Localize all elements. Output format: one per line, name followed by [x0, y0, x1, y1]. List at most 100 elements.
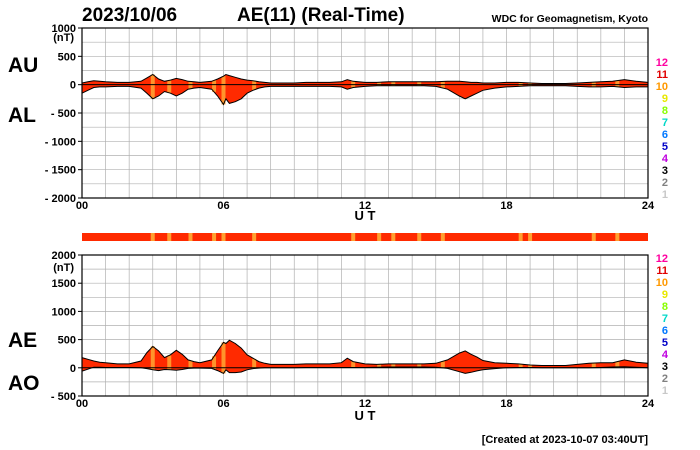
station-bar-mark	[391, 233, 396, 241]
station-bar-fill	[82, 233, 648, 241]
series-line-au	[81, 73, 649, 84]
station-status-bar	[82, 233, 648, 241]
y-tick-label: 1000	[52, 306, 76, 318]
series-label-au: AU	[8, 54, 38, 77]
y-tick-label: - 2000	[45, 193, 76, 205]
station-bar-mark	[440, 233, 445, 241]
station-count-label: 10	[656, 277, 668, 289]
x-tick-label: 24	[642, 200, 655, 212]
low-station-mark	[351, 361, 356, 368]
station-count-label: 12	[656, 57, 668, 69]
station-bar-mark	[591, 233, 596, 241]
low-station-mark	[377, 82, 382, 86]
x-tick-label: 00	[76, 200, 88, 212]
station-bar-mark	[167, 233, 172, 241]
low-station-mark	[528, 364, 533, 368]
series-line-al	[81, 85, 648, 106]
y-unit-label: (nT)	[53, 32, 74, 44]
station-count-label: 8	[662, 105, 668, 117]
au-al-panel: AU AL (nT) U T 1000 500 0 - 500 - 1000 - 1500…	[8, 23, 655, 223]
low-station-mark	[221, 342, 226, 374]
x-tick-label: 00	[76, 398, 88, 410]
low-station-mark	[167, 355, 172, 370]
station-bar-mark	[188, 233, 193, 241]
plot-frame	[81, 254, 649, 397]
low-station-mark	[417, 81, 422, 86]
y-tick-label: 1000	[52, 23, 76, 35]
x-tick-label: 24	[642, 398, 655, 410]
station-count-label: 4	[662, 349, 669, 361]
low-station-mark	[391, 81, 396, 86]
y-tick-label: - 500	[51, 108, 76, 120]
station-count-label: 9	[662, 93, 668, 105]
station-bar-mark	[528, 233, 533, 241]
station-bar-mark	[221, 233, 226, 241]
created-timestamp: [Created at 2023-10-07 03:40UT]	[482, 434, 649, 446]
y-tick-label: 2000	[52, 250, 76, 262]
station-bar-mark	[518, 233, 523, 241]
x-axis-label: U T	[355, 408, 376, 423]
station-count-label: 5	[662, 337, 668, 349]
low-station-mark	[221, 76, 226, 105]
station-count-label: 9	[662, 289, 668, 301]
station-bar-mark	[252, 233, 257, 241]
station-count-label: 3	[662, 165, 668, 177]
low-station-mark	[150, 346, 155, 370]
station-count-label: 10	[656, 81, 668, 93]
low-station-mark	[252, 358, 257, 369]
low-station-mark	[252, 80, 257, 90]
x-tick-label: 18	[500, 398, 512, 410]
y-tick-label: 0	[70, 80, 76, 92]
x-tick-label: 12	[359, 398, 371, 410]
y-tick-label: 1500	[52, 278, 76, 290]
series-line-ae	[81, 339, 649, 366]
x-tick-label: 06	[217, 398, 229, 410]
low-station-mark	[212, 356, 217, 370]
series-label-al: AL	[8, 104, 36, 127]
station-count-label: 6	[662, 129, 668, 141]
low-station-mark	[167, 80, 172, 93]
station-count-label: 1	[662, 189, 668, 201]
station-count-label: 12	[656, 253, 668, 265]
station-count-label: 5	[662, 141, 668, 153]
station-bar-mark	[212, 233, 217, 241]
low-station-mark	[417, 363, 422, 367]
low-station-mark	[518, 364, 523, 368]
station-count-label: 11	[656, 265, 668, 277]
low-station-mark	[150, 74, 155, 99]
station-bar-mark	[150, 233, 155, 241]
low-station-mark	[188, 360, 193, 369]
low-station-mark	[591, 363, 596, 368]
low-station-mark	[212, 80, 217, 92]
series-label-ae: AE	[8, 329, 37, 352]
station-count-label: 2	[662, 373, 668, 385]
y-tick-label: - 500	[51, 391, 76, 403]
station-count-label: 4	[662, 153, 669, 165]
date-label: 2023/10/06	[82, 5, 177, 26]
y-tick-label: - 1000	[45, 136, 76, 148]
station-count-label: 8	[662, 301, 668, 313]
station-count-label: 7	[662, 313, 668, 325]
low-station-mark	[615, 80, 620, 87]
low-station-mark	[391, 363, 396, 367]
y-tick-label: 0	[70, 363, 76, 375]
station-count-label: 1	[662, 385, 668, 397]
station-count-label: 2	[662, 177, 668, 189]
low-station-mark	[615, 361, 620, 367]
x-tick-label: 06	[217, 200, 229, 212]
y-tick-label: - 1500	[45, 165, 76, 177]
low-station-mark	[377, 364, 382, 368]
x-axis-label: U T	[355, 208, 376, 223]
station-bar-mark	[615, 233, 620, 241]
station-count-label: 11	[656, 69, 668, 81]
low-station-mark	[440, 361, 445, 368]
y-unit-label: (nT)	[53, 262, 74, 274]
source-label: WDC for Geomagnetism, Kyoto	[492, 13, 648, 25]
chart-title: AE(11) (Real-Time)	[237, 5, 405, 26]
station-count-label: 7	[662, 117, 668, 129]
x-tick-label: 18	[500, 200, 512, 212]
series-label-ao: AO	[8, 372, 40, 395]
